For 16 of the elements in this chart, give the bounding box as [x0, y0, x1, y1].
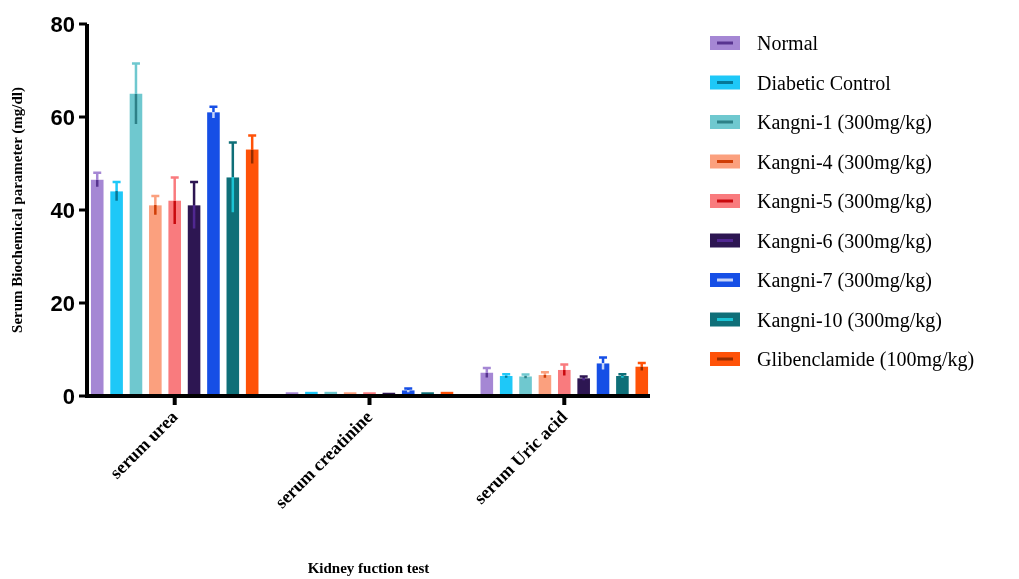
x-axis-title: Kidney fuction test: [307, 560, 430, 576]
y-axis-title: Serum Biochemical parameter (mg/dl): [9, 87, 26, 333]
legend-label: Kangni-5 (300mg/kg): [757, 190, 932, 213]
legend-label: Diabetic Control: [757, 71, 892, 94]
legend-label: Kangni-7 (300mg/kg): [757, 269, 932, 292]
y-tick-label: 0: [62, 383, 75, 409]
legend-label: Kangni-6 (300mg/kg): [757, 229, 932, 253]
legend-label: Kangni-4 (300mg/kg): [757, 150, 932, 174]
legend-label: Kangni-1 (300mg/kg): [757, 111, 932, 134]
legend-label: Glibenclamide (100mg/kg): [757, 348, 975, 371]
legend-label: Kangni-10 (300mg/kg): [757, 308, 942, 332]
legend-label: Normal: [757, 32, 819, 54]
y-tick-label: 20: [50, 290, 75, 316]
y-tick-label: 60: [50, 104, 75, 130]
y-tick-label: 40: [50, 197, 75, 223]
y-tick-label: 80: [50, 11, 75, 37]
